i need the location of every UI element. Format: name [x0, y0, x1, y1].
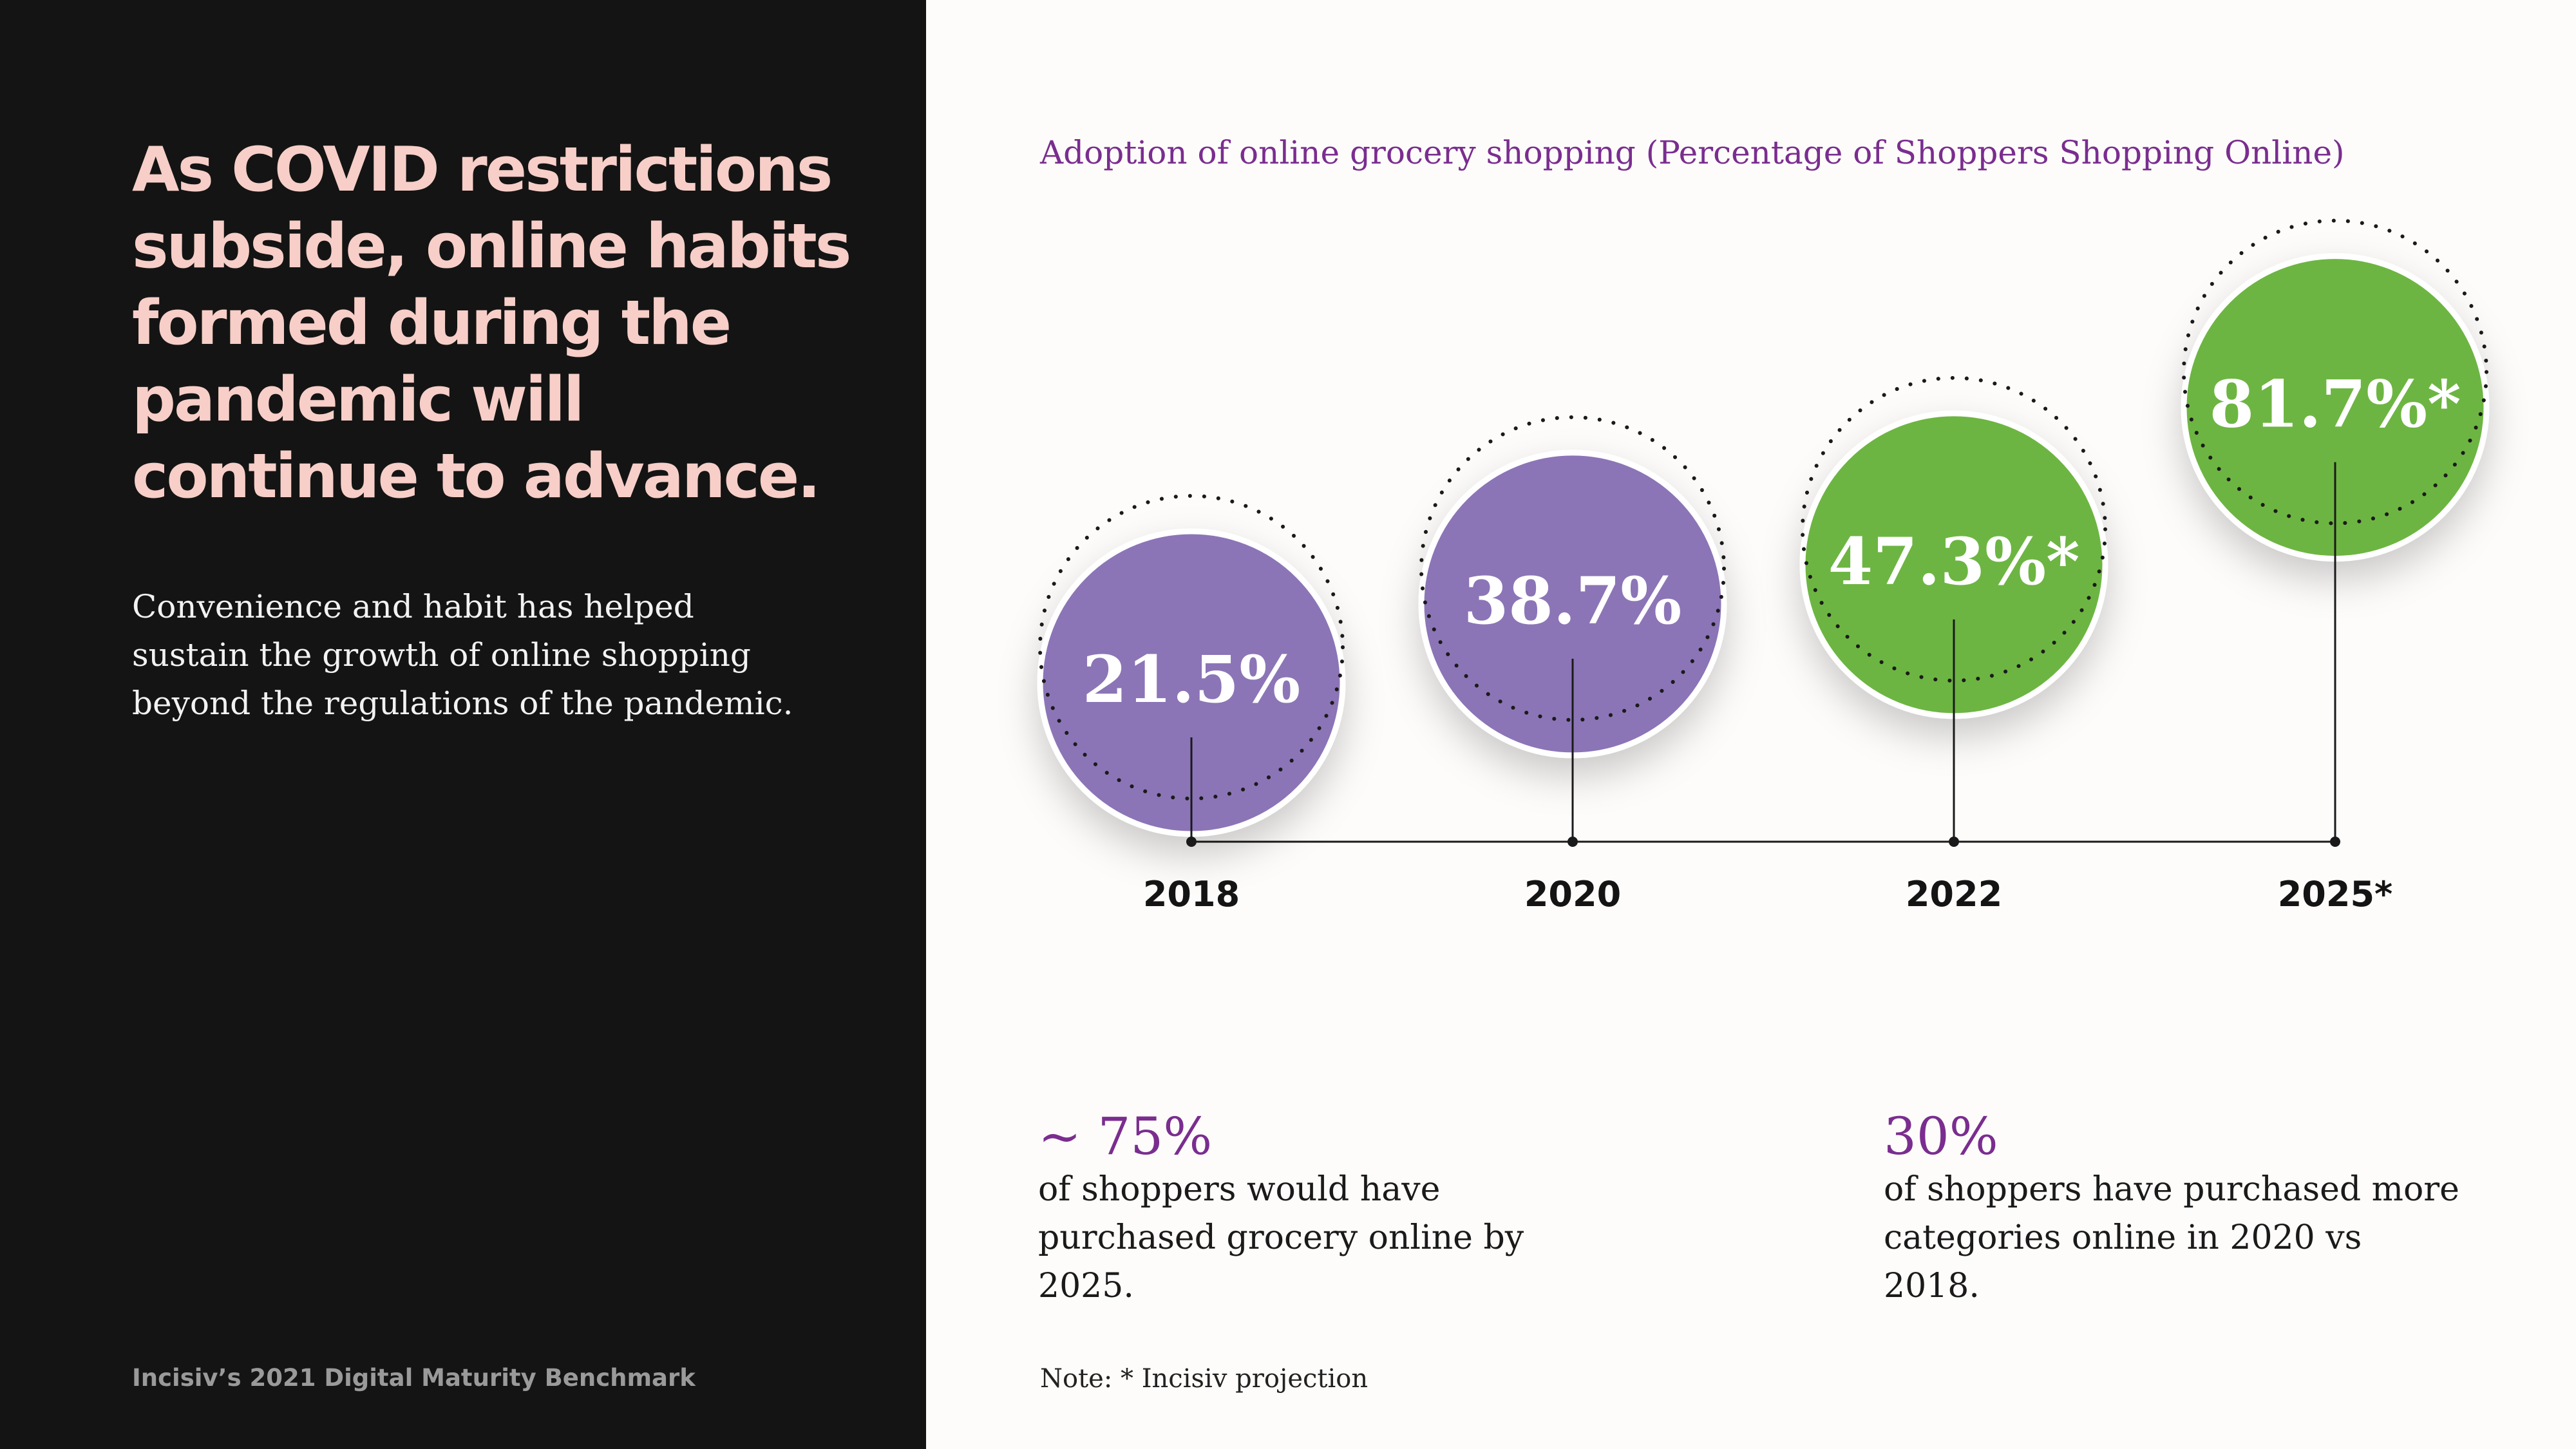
chart-title: Adoption of online grocery shopping (Per…	[1040, 134, 2345, 171]
subtext: Convenience and habit has helped sustain…	[132, 588, 793, 722]
stat-text: of shoppers have purchased more categori…	[1884, 1170, 2459, 1305]
footer-source: Incisiv’s 2021 Digital Maturity Benchmar…	[132, 1364, 696, 1392]
data-label: 47.3%*	[1828, 524, 2080, 600]
year-tick-label: 2020	[1524, 874, 1621, 914]
dotted-ring	[2182, 218, 2488, 526]
year-tick-label: 2025*	[2278, 874, 2393, 914]
dotted-ring	[1038, 494, 1345, 800]
stat-text: of shoppers would have purchased grocery…	[1038, 1170, 1524, 1305]
data-label: 81.7%*	[2210, 366, 2461, 442]
timeline-dot	[1186, 837, 1197, 847]
data-label: 21.5%	[1083, 641, 1301, 717]
year-tick-label: 2018	[1143, 874, 1240, 914]
timeline-dot	[1567, 837, 1578, 847]
left-panel	[0, 0, 926, 1449]
dotted-ring	[1801, 375, 2107, 683]
stat-value: ~ 75%	[1038, 1106, 1213, 1166]
data-label: 38.7%	[1464, 563, 1682, 639]
stat-value: 30%	[1884, 1106, 1998, 1166]
footnote: Note: * Incisiv projection	[1040, 1364, 1368, 1394]
timeline-dot	[1949, 837, 1959, 847]
stat-block-adoption: ~ 75% of shoppers would have purchased g…	[1038, 1108, 1682, 1311]
year-tick-label: 2022	[1906, 874, 2002, 914]
headline: As COVID restrictions subside, online ha…	[132, 135, 851, 512]
timeline-dot	[2330, 837, 2340, 847]
dotted-ring	[1419, 415, 1726, 722]
stat-block-categories: 30% of shoppers have purchased more cate…	[1884, 1108, 2528, 1311]
